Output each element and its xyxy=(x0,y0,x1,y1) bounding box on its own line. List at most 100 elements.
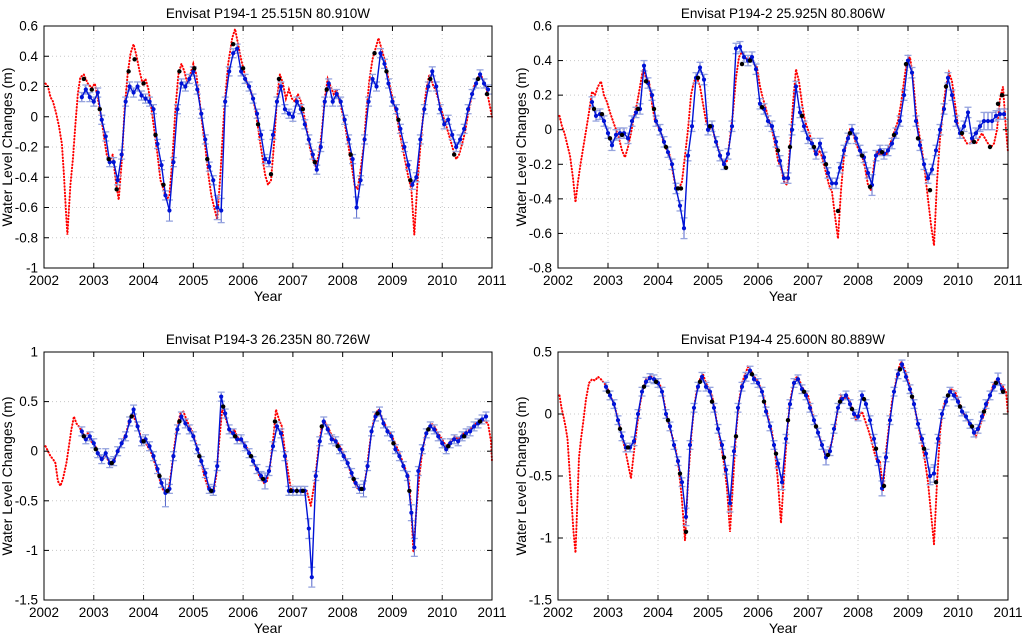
black-dot xyxy=(89,87,94,92)
blue-marker xyxy=(131,90,136,95)
blue-marker xyxy=(915,421,921,427)
black-dot xyxy=(823,162,829,167)
blue-marker xyxy=(143,96,148,101)
black-dot xyxy=(97,106,102,112)
y-tick-label: 0.4 xyxy=(533,53,552,68)
blue-marker xyxy=(987,393,993,398)
blue-marker xyxy=(254,466,260,472)
blue-marker xyxy=(294,99,299,104)
blue-marker xyxy=(243,444,248,449)
blue-marker xyxy=(329,437,334,442)
blue-marker xyxy=(365,463,370,469)
red-dotted-series xyxy=(558,49,1009,246)
blue-marker xyxy=(378,51,383,56)
black-dot xyxy=(81,434,87,439)
black-dot xyxy=(849,406,855,412)
blue-marker xyxy=(605,131,611,136)
blue-marker xyxy=(865,170,871,176)
black-dot xyxy=(915,136,921,141)
blue-line-series xyxy=(81,48,489,212)
blue-marker xyxy=(947,389,953,394)
black-dot xyxy=(335,444,340,449)
black-dot xyxy=(197,453,202,459)
blue-marker xyxy=(183,421,188,426)
black-dot xyxy=(177,419,182,424)
plot-title: Envisat P194-2 25.925N 80.806W xyxy=(681,6,885,21)
blue-marker xyxy=(953,118,959,124)
blue-marker xyxy=(785,176,791,181)
blue-marker xyxy=(219,208,224,213)
blue-marker xyxy=(705,127,711,132)
blue-marker xyxy=(807,405,813,410)
black-dot xyxy=(351,476,356,482)
black-dot xyxy=(375,411,380,416)
x-tick-label: 2004 xyxy=(643,273,674,288)
blue-marker xyxy=(155,141,160,147)
blue-marker xyxy=(414,175,419,180)
y-tick-label: 0.6 xyxy=(19,19,38,34)
blue-marker xyxy=(406,163,411,168)
blue-marker xyxy=(875,459,881,464)
blue-marker xyxy=(845,136,851,141)
blue-marker xyxy=(386,81,391,86)
blue-marker xyxy=(274,99,280,104)
blue-marker xyxy=(847,401,853,407)
blue-marker xyxy=(374,84,379,89)
black-dot xyxy=(759,105,765,110)
black-dot xyxy=(695,75,701,81)
blue-marker xyxy=(235,46,240,51)
x-tick-label: 2004 xyxy=(643,605,674,620)
x-tick-label: 2005 xyxy=(693,273,723,288)
blue-marker xyxy=(737,44,743,49)
blue-marker xyxy=(187,76,192,82)
black-dot xyxy=(653,379,659,384)
black-dot xyxy=(981,409,987,414)
blue-marker xyxy=(123,99,128,104)
blue-marker xyxy=(677,203,683,208)
blue-marker xyxy=(733,46,739,51)
blue-marker xyxy=(203,137,208,142)
x-tick-label: 2011 xyxy=(993,273,1022,288)
blue-marker xyxy=(127,419,132,424)
y-axis-label: Water Level Changes (m) xyxy=(513,397,529,556)
blue-marker xyxy=(438,107,443,112)
blue-marker xyxy=(971,430,977,435)
black-dot xyxy=(599,111,605,117)
blue-marker xyxy=(855,414,861,419)
blue-marker xyxy=(935,436,941,441)
blue-marker xyxy=(739,384,745,389)
blue-marker xyxy=(393,447,398,452)
x-tick-label: 2011 xyxy=(477,273,506,288)
blue-marker xyxy=(759,389,765,394)
black-dot xyxy=(294,488,300,494)
blue-marker xyxy=(863,401,869,407)
black-dot xyxy=(881,483,887,489)
x-tick-label: 2009 xyxy=(893,605,923,620)
blue-marker xyxy=(707,389,713,394)
black-dot xyxy=(707,124,713,129)
blue-marker xyxy=(903,374,909,379)
blue-marker xyxy=(334,91,339,97)
blue-marker xyxy=(629,118,635,124)
black-dot xyxy=(801,389,807,394)
blue-marker xyxy=(771,442,777,448)
black-dot xyxy=(230,41,236,47)
blue-marker xyxy=(613,132,619,137)
blue-marker xyxy=(397,454,402,459)
blue-marker xyxy=(609,143,615,148)
blue-marker xyxy=(409,510,414,515)
plot-title: Envisat P194-4 25.600N 80.889W xyxy=(681,332,885,347)
blue-marker xyxy=(250,459,256,464)
blue-marker xyxy=(424,431,429,436)
blue-marker xyxy=(691,405,697,410)
black-dot xyxy=(837,399,843,404)
blue-marker xyxy=(781,176,787,181)
y-tick-label: -0.2 xyxy=(529,157,552,172)
blue-marker xyxy=(899,362,905,367)
blue-marker xyxy=(195,87,200,92)
blue-marker xyxy=(471,424,477,429)
blue-marker xyxy=(791,380,797,386)
blue-marker xyxy=(937,127,943,132)
blue-marker xyxy=(330,99,335,104)
